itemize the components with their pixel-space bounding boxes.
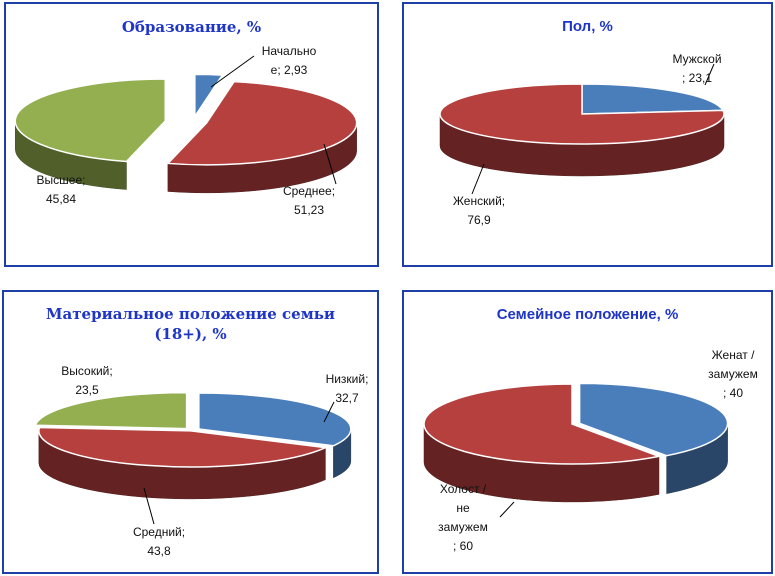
pie-chart-education [14, 55, 358, 194]
chart-panel-education: Образование, % Начально е; 2,93 Среднее; 5… [4, 2, 379, 267]
leader-line [471, 163, 485, 195]
leader-line [210, 55, 255, 88]
pie-slice [423, 383, 662, 465]
leader-line [499, 501, 515, 518]
chart-panel-marital: Семейное положение, % Женат / замужем; 40… [402, 290, 773, 574]
chart-title: Материальное положение семьи (18+), % [45, 305, 336, 343]
leader-line [323, 143, 337, 185]
pie-slice [581, 83, 725, 115]
chart-title: Образование, % [121, 18, 262, 36]
pie-slice [166, 80, 358, 166]
pie-slice [578, 382, 729, 457]
chart-panel-income: Материальное положение семьи (18+), % Ни… [2, 290, 379, 574]
pie-chart-gender [439, 63, 725, 195]
slice-label-high: Высокий; 23,5 [61, 364, 113, 397]
leader-line [704, 63, 715, 86]
pie-slice [198, 392, 352, 447]
leader-line [143, 487, 155, 525]
slice-label-single: Холост / не замужем; 60 [438, 482, 488, 553]
slice-label-married: Женат / замужем; 40 [708, 348, 758, 400]
pie-slice [14, 78, 166, 163]
slice-label-primary: Начально е; 2,93 [261, 44, 317, 77]
pie-slice [439, 83, 725, 145]
slice-label-low: Низкий; 32,7 [325, 372, 369, 405]
slice-label-medium: Средний; 43,8 [132, 525, 186, 558]
slice-label-male: Мужской; 23,1 [672, 52, 722, 85]
slice-label-female: Женский; 76,9 [452, 194, 506, 227]
pie-slice [194, 73, 224, 119]
pie-slice [34, 391, 188, 430]
slice-label-higher: Высшее; 45,84 [36, 173, 86, 206]
slice-label-secondary: Среднее; 51,23 [282, 184, 336, 217]
chart-title: Пол, % [562, 18, 613, 35]
pie-chart-marital [423, 382, 729, 518]
pie-slice [38, 426, 329, 468]
pie-chart-income [34, 391, 352, 525]
leader-line [323, 401, 335, 423]
chart-title: Семейное положение, % [496, 306, 679, 323]
chart-panel-gender: Пол, % Мужской; 23,1 Женский; 76,9 [402, 2, 773, 267]
